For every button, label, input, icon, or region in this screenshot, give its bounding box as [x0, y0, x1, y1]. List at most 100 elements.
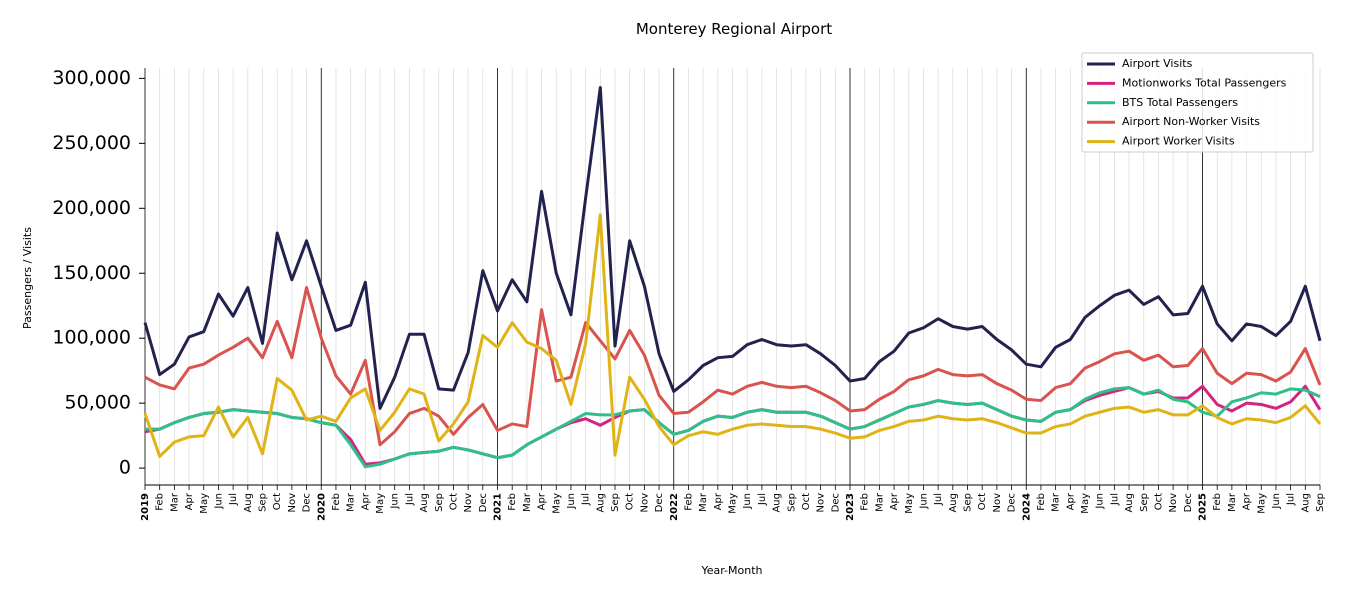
x-tick-label: 2023	[845, 493, 856, 521]
y-tick-label: 0	[119, 457, 131, 479]
x-tick-label: Feb	[1212, 493, 1223, 511]
x-tick-label: May	[728, 493, 739, 514]
x-tick-label: Jun	[918, 493, 929, 510]
x-tick-label: Aug	[595, 493, 606, 513]
x-tick-label: Feb	[155, 493, 166, 511]
x-tick-label: Jul	[757, 493, 768, 506]
x-tick-label: Aug	[419, 493, 430, 513]
x-tick-label: Dec	[1183, 493, 1194, 512]
x-tick-label: Sep	[786, 493, 797, 512]
series-line	[143, 213, 1322, 458]
x-tick-label: Apr	[537, 492, 548, 510]
x-tick-label: Sep	[1139, 493, 1150, 512]
x-tick-label: May	[904, 493, 915, 514]
x-axis-label: Year-Month	[700, 564, 762, 577]
x-tick-label: Sep	[1315, 493, 1326, 512]
x-tick-label: 2019	[140, 493, 151, 521]
x-tick-label: Apr	[360, 492, 371, 510]
y-tick-label: 300,000	[52, 67, 131, 89]
x-tick-label: Sep	[610, 493, 621, 512]
x-tick-label: Dec	[654, 493, 665, 512]
x-tick-label: Jul	[1109, 493, 1120, 506]
x-tick-label: Oct	[272, 493, 283, 510]
x-tick-label: Mar	[522, 492, 533, 512]
x-tick-label: Sep	[963, 493, 974, 512]
series-line	[145, 386, 1321, 469]
x-tick-label: May	[1080, 493, 1091, 514]
x-tick-label: Dec	[478, 493, 489, 512]
x-tick-label: Jul	[581, 493, 592, 506]
legend-label: Motionworks Total Passengers	[1122, 76, 1287, 89]
x-tick-label: Sep	[258, 493, 269, 512]
x-tick-label: Oct	[801, 493, 812, 510]
legend-label: Airport Visits	[1122, 57, 1193, 70]
x-tick-label: Aug	[948, 493, 959, 513]
x-tick-label: Apr	[1242, 492, 1253, 510]
y-tick-label: 250,000	[52, 132, 131, 154]
x-tick-label: Jun	[213, 493, 224, 510]
x-tick-label: Nov	[1168, 493, 1179, 513]
y-tick-label: 50,000	[65, 392, 131, 414]
x-tick-label: Aug	[1124, 493, 1135, 513]
x-tick-label: 2020	[316, 493, 327, 521]
x-tick-label: Nov	[287, 493, 298, 513]
x-tick-label: Mar	[169, 492, 180, 512]
x-tick-label: Apr	[1065, 492, 1076, 510]
x-tick-label: Jun	[566, 493, 577, 510]
x-tick-label: Nov	[639, 493, 650, 513]
x-tick-label: 2022	[669, 493, 680, 521]
x-tick-label: Nov	[992, 493, 1003, 513]
x-tick-label: Jun	[742, 493, 753, 510]
legend-label: Airport Non-Worker Visits	[1122, 115, 1260, 128]
x-tick-label: Mar	[698, 492, 709, 512]
x-tick-label: Jul	[404, 493, 415, 506]
x-tick-label: May	[1256, 493, 1267, 514]
x-tick-label: 2025	[1198, 493, 1209, 521]
x-tick-label: Mar	[346, 492, 357, 512]
x-tick-label: 2021	[493, 493, 504, 521]
x-tick-label: May	[375, 493, 386, 514]
x-tick-label: Feb	[1036, 493, 1047, 511]
series-line	[143, 85, 1322, 410]
y-tick-label: 200,000	[52, 197, 131, 219]
legend-label: Airport Worker Visits	[1122, 135, 1235, 148]
x-tick-label: Mar	[1051, 492, 1062, 512]
x-tick-label: Jul	[228, 493, 239, 506]
x-tick-label: Jul	[933, 493, 944, 506]
x-tick-label: May	[551, 493, 562, 514]
x-tick-label: Sep	[434, 493, 445, 512]
x-tick-label: Oct	[977, 493, 988, 510]
x-tick-label: Apr	[184, 492, 195, 510]
x-tick-label: Apr	[713, 492, 724, 510]
x-tick-label: Apr	[889, 492, 900, 510]
x-tick-label: Jun	[1095, 493, 1106, 510]
x-tick-label: Feb	[860, 493, 871, 511]
x-tick-label: Oct	[625, 493, 636, 510]
y-tick-label: 100,000	[52, 327, 131, 349]
y-axis-label: Passengers / Visits	[21, 227, 34, 329]
x-tick-label: Jul	[1286, 493, 1297, 506]
x-tick-label: Dec	[1007, 493, 1018, 512]
x-tick-label: Nov	[463, 493, 474, 513]
x-tick-label: Oct	[1153, 493, 1164, 510]
x-tick-label: Mar	[1227, 492, 1238, 512]
legend-box	[1081, 52, 1314, 153]
legend-label: BTS Total Passengers	[1122, 96, 1238, 109]
x-tick-label: Feb	[331, 493, 342, 511]
y-tick-label: 150,000	[52, 262, 131, 284]
series-line	[144, 286, 1322, 447]
x-tick-label: Jun	[390, 493, 401, 510]
x-tick-label: Aug	[243, 493, 254, 513]
x-tick-label: 2024	[1021, 493, 1032, 521]
legend: Airport Visits Motionworks Total Passenge…	[1081, 52, 1314, 153]
x-tick-label: Feb	[683, 493, 694, 511]
x-tick-label: Dec	[302, 493, 313, 512]
x-tick-label: May	[199, 493, 210, 514]
x-tick-label: Dec	[830, 493, 841, 512]
x-tick-label: Jun	[1271, 493, 1282, 510]
x-tick-label: Oct	[448, 493, 459, 510]
x-tick-label: Aug	[772, 493, 783, 513]
x-tick-label: Nov	[816, 493, 827, 513]
x-tick-label: Feb	[507, 493, 518, 511]
x-tick-label: Mar	[874, 492, 885, 512]
